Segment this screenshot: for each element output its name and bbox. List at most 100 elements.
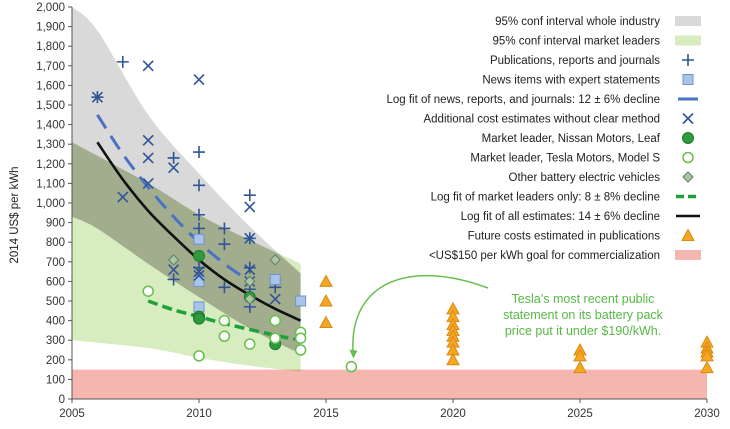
point-plus: [682, 54, 694, 66]
point-x: [168, 264, 180, 276]
point-plus: [218, 222, 231, 235]
point-plus: [218, 238, 231, 251]
y-tick-label: 1,400: [36, 120, 65, 132]
point-plus: [193, 208, 205, 221]
annotation-text: Tesla’s most recent public: [512, 292, 655, 306]
legend-label: Future costs estimated in publications: [468, 231, 661, 243]
y-tick-label: 1,000: [36, 198, 65, 210]
point-x: [142, 134, 154, 146]
point-diamond: [682, 171, 694, 183]
point-triangle: [573, 360, 587, 374]
y-axis-title: 2014 US$ per kWh: [9, 166, 21, 263]
point-open-circle: [142, 285, 154, 297]
point-plus: [167, 273, 180, 286]
point-plus: [116, 55, 129, 68]
legend-label: Market leader, Nissan Motors, Leaf: [482, 133, 661, 145]
point-x: [168, 162, 180, 174]
point-x: [193, 269, 205, 282]
point-plus: [193, 222, 205, 235]
y-tick-label: 1,100: [36, 178, 65, 190]
point-plus: [243, 261, 256, 274]
point-x: [142, 152, 154, 164]
legend-label: Other battery electric vehicles: [509, 172, 661, 184]
legend-label: Publications, reports and journals: [490, 55, 660, 67]
point-diamond: [167, 254, 180, 266]
point-x: [193, 266, 205, 278]
y-tick-label: 1,500: [36, 100, 65, 112]
y-tick-label: 1,600: [36, 80, 65, 92]
y-tick-label: 600: [46, 276, 65, 288]
y-tick-label: 200: [46, 355, 65, 367]
point-x: [682, 112, 694, 125]
point-x: [117, 191, 129, 203]
point-open-circle: [682, 151, 694, 164]
point-triangle: [700, 360, 714, 374]
x-tick-label: 2015: [313, 408, 339, 420]
point-x: [244, 264, 256, 276]
annotation-arrow: [352, 274, 489, 357]
point-diamond: [244, 293, 256, 305]
legend-label: Log fit of all estimates: 14 ± 6% declin…: [461, 211, 660, 223]
annotation: Tesla’s most recent public statement on i…: [349, 274, 664, 359]
legend: 95% conf interval whole industry 95% conf…: [386, 16, 701, 262]
annotation-text: price put it under $190/kWh.: [505, 324, 661, 338]
legend-label: Log fit of news, reports, and journals: …: [386, 94, 660, 106]
point-filled-circle: [193, 249, 205, 262]
point-plus: [167, 151, 180, 164]
point-filled-circle: [193, 312, 205, 325]
point-triangle: [319, 274, 333, 287]
legend-label: Log fit of market leaders only: 8 ± 8% d…: [431, 192, 660, 204]
legend-swatch-gray: [675, 16, 701, 26]
y-tick-label: 1,900: [36, 22, 65, 34]
point-square: [269, 273, 281, 285]
y-tick-label: 2,000: [36, 2, 65, 14]
legend-swatch-green: [675, 35, 701, 46]
x-tick-label: 2005: [59, 408, 85, 420]
annotation-arrowhead: [349, 349, 358, 359]
point-x: [193, 73, 205, 86]
y-tick-label: 400: [46, 316, 65, 328]
x-tick-label: 2030: [694, 408, 720, 420]
point-square: [193, 233, 205, 245]
goal-band: [72, 369, 707, 399]
point-diamond: [244, 275, 256, 288]
axes-layer: 0 100 200 300 400 500 600 700 800 900 1,000 1,100 1,…: [36, 2, 720, 420]
y-tick-label: 1,200: [36, 159, 65, 171]
legend-label: 95% conf interval whole industry: [495, 16, 660, 28]
point-x: [244, 201, 256, 213]
bands-layer: [72, 7, 707, 399]
x-tick-label: 2020: [440, 408, 466, 420]
y-tick-label: 0: [59, 394, 65, 406]
legend-label: 95% conf interval market leaders: [493, 36, 661, 48]
annotation-text: statement on its battery pack: [503, 308, 664, 322]
legend-label: Market leader, Tesla Motors, Model S: [470, 153, 660, 165]
point-open-circle: [345, 360, 358, 373]
point-plus: [218, 281, 231, 294]
legend-label: <US$150 per kWh goal for commercializati…: [429, 250, 660, 262]
point-plus: [243, 189, 256, 202]
point-open-circle: [269, 314, 281, 327]
point-diamond: [269, 254, 281, 266]
y-tick-label: 100: [46, 374, 65, 386]
point-triangle: [681, 228, 695, 241]
point-triangle: [319, 293, 333, 307]
legend-label: Additional cost estimates without clear …: [423, 114, 660, 126]
point-open-circle: [269, 332, 281, 344]
point-open-circle: [218, 330, 231, 343]
x-tick-label: 2025: [567, 408, 593, 420]
point-triangle: [446, 352, 460, 366]
point-plus: [193, 179, 205, 192]
point-open-circle: [294, 344, 307, 356]
legend-swatch-red: [675, 250, 701, 260]
point-filled-circle: [682, 132, 694, 144]
y-tick-label: 900: [46, 218, 65, 230]
point-open-circle: [193, 350, 205, 362]
point-open-circle: [218, 314, 231, 327]
point-x: [142, 177, 154, 189]
points-layer: [91, 55, 714, 374]
point-square: [193, 301, 205, 313]
x-tick-label: 2010: [186, 408, 212, 420]
fit-line-dash-blue: [96, 113, 251, 283]
point-x: [91, 91, 103, 103]
